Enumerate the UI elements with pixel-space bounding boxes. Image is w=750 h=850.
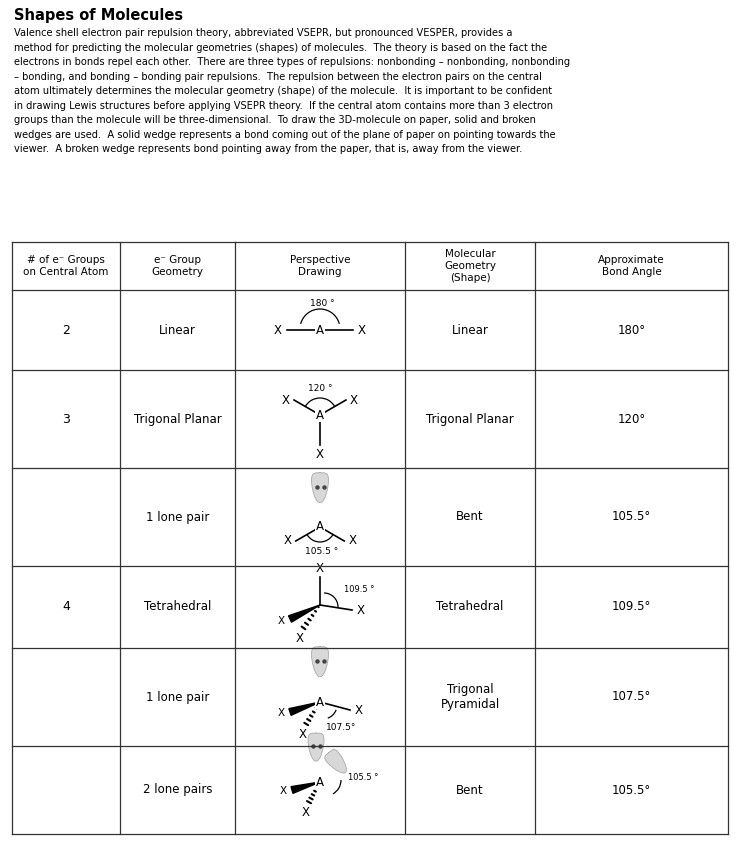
Text: 2 lone pairs: 2 lone pairs (142, 784, 212, 796)
Text: # of e⁻ Groups
on Central Atom: # of e⁻ Groups on Central Atom (23, 255, 109, 277)
Text: 120°: 120° (617, 412, 646, 426)
Text: Trigonal
Pyramidal: Trigonal Pyramidal (440, 683, 500, 711)
Polygon shape (289, 605, 320, 622)
Text: X: X (357, 604, 365, 616)
Text: atom ultimately determines the molecular geometry (shape) of the molecule.  It i: atom ultimately determines the molecular… (14, 86, 552, 96)
Text: Perspective
Drawing: Perspective Drawing (290, 255, 350, 277)
Text: X: X (348, 535, 356, 547)
Text: 109.5 °: 109.5 ° (344, 586, 374, 594)
Text: Tetrahedral: Tetrahedral (144, 600, 211, 614)
Text: 2: 2 (62, 324, 70, 337)
Text: A: A (316, 695, 324, 709)
Polygon shape (308, 733, 324, 761)
Text: A: A (316, 409, 324, 422)
Text: wedges are used.  A solid wedge represents a bond coming out of the plane of pap: wedges are used. A solid wedge represent… (14, 129, 556, 139)
Text: X: X (278, 708, 284, 718)
Text: Linear: Linear (452, 324, 488, 337)
Text: X: X (355, 704, 363, 717)
Polygon shape (311, 473, 328, 502)
Text: 180°: 180° (617, 324, 646, 337)
Text: X: X (280, 786, 286, 796)
Text: 4: 4 (62, 600, 70, 614)
Text: Molecular
Geometry
(Shape): Molecular Geometry (Shape) (444, 248, 496, 283)
Text: viewer.  A broken wedge represents bond pointing away from the paper, that is, a: viewer. A broken wedge represents bond p… (14, 144, 522, 154)
Text: Tetrahedral: Tetrahedral (436, 600, 504, 614)
Text: Approximate
Bond Angle: Approximate Bond Angle (598, 255, 664, 277)
Text: electrons in bonds repel each other.  There are three types of repulsions: nonbo: electrons in bonds repel each other. The… (14, 57, 570, 67)
Text: Bent: Bent (456, 511, 484, 524)
Text: Trigonal Planar: Trigonal Planar (426, 412, 514, 426)
Text: A: A (316, 324, 324, 337)
Text: X: X (274, 324, 282, 337)
Text: 105.5°: 105.5° (612, 784, 651, 796)
Text: groups than the molecule will be three-dimensional.  To draw the 3D-molecule on : groups than the molecule will be three-d… (14, 115, 536, 125)
Text: X: X (278, 616, 284, 626)
Text: 1 lone pair: 1 lone pair (146, 690, 209, 704)
Text: A: A (316, 520, 324, 534)
Text: X: X (316, 563, 324, 575)
Text: 120 °: 120 ° (308, 383, 332, 393)
Text: – bonding, and bonding – bonding pair repulsions.  The repulsion between the ele: – bonding, and bonding – bonding pair re… (14, 71, 542, 82)
Polygon shape (291, 782, 320, 793)
Text: Shapes of Molecules: Shapes of Molecules (14, 8, 183, 23)
Text: in drawing Lewis structures before applying VSEPR theory.  If the central atom c: in drawing Lewis structures before apply… (14, 100, 553, 110)
Text: 1 lone pair: 1 lone pair (146, 511, 209, 524)
Polygon shape (311, 647, 328, 677)
Polygon shape (325, 750, 346, 773)
Text: 105.5°: 105.5° (612, 511, 651, 524)
Text: A: A (316, 775, 324, 789)
Text: e⁻ Group
Geometry: e⁻ Group Geometry (152, 255, 203, 277)
Text: X: X (316, 447, 324, 461)
Text: X: X (284, 535, 292, 547)
Text: 109.5°: 109.5° (612, 600, 651, 614)
Text: Linear: Linear (159, 324, 196, 337)
Text: Trigonal Planar: Trigonal Planar (134, 412, 221, 426)
Text: X: X (296, 632, 304, 644)
Text: X: X (299, 728, 307, 741)
Text: X: X (350, 394, 358, 406)
Text: Valence shell electron pair repulsion theory, abbreviated VSEPR, but pronounced : Valence shell electron pair repulsion th… (14, 28, 512, 38)
Text: 180 °: 180 ° (310, 298, 334, 308)
Text: 107.5°: 107.5° (612, 690, 651, 704)
Text: 105.5 °: 105.5 ° (348, 774, 378, 783)
Text: X: X (282, 394, 290, 406)
Text: method for predicting the molecular geometries (shapes) of molecules.  The theor: method for predicting the molecular geom… (14, 42, 547, 53)
Polygon shape (289, 702, 320, 716)
Text: 3: 3 (62, 412, 70, 426)
Text: X: X (358, 324, 366, 337)
Text: 105.5 °: 105.5 ° (305, 547, 339, 557)
Text: 107.5°: 107.5° (326, 722, 356, 732)
Text: Bent: Bent (456, 784, 484, 796)
Text: X: X (302, 807, 310, 819)
